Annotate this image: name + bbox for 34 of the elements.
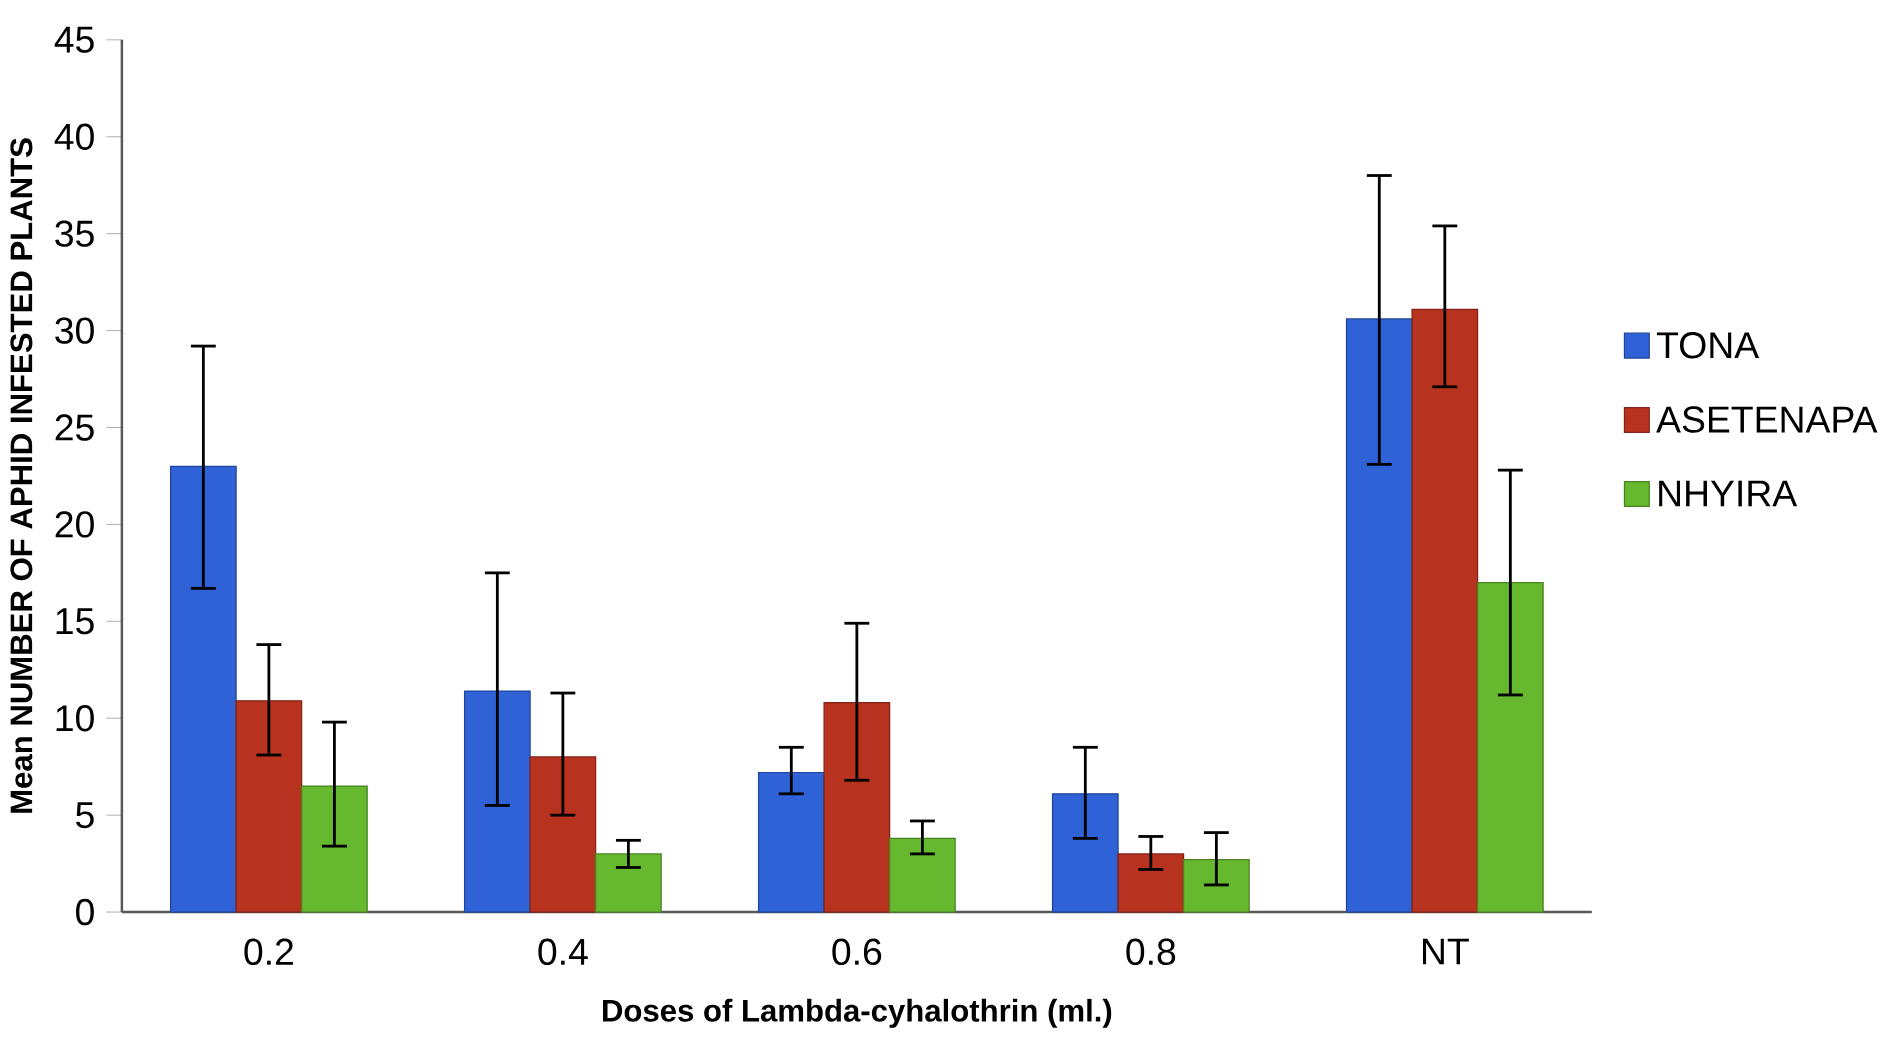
bar xyxy=(595,853,662,913)
x-tick-label: 0.4 xyxy=(538,938,588,965)
bar xyxy=(1182,858,1250,913)
y-tick-label: 25 xyxy=(55,414,94,441)
y-tick-label: 20 xyxy=(55,510,94,538)
y-tick-label: 45 xyxy=(54,26,94,53)
legend-label: NHYIRA xyxy=(1659,480,1798,507)
x-axis-title: Doses of Lambda-cyhalothrin (ml.) xyxy=(603,998,1112,1028)
y-tick-label: 30 xyxy=(55,317,94,344)
x-tick-label: NT xyxy=(1423,938,1469,965)
bar xyxy=(169,465,237,913)
y-tick-label: 35 xyxy=(55,220,94,247)
bar xyxy=(823,701,891,913)
y-tick-label: 0 xyxy=(76,898,94,926)
x-tick-label: 0.6 xyxy=(832,938,882,965)
legend-label: TONA xyxy=(1656,331,1760,359)
bar xyxy=(889,837,956,913)
bar xyxy=(1411,308,1479,913)
y-tick-label: 5 xyxy=(76,801,94,828)
bar xyxy=(1117,853,1185,913)
bar xyxy=(1345,318,1413,913)
y-axis-title: Mean NUMBER OF APHID INFESTED PLANTS xyxy=(10,138,33,813)
bar xyxy=(529,756,597,913)
bar xyxy=(301,785,368,913)
bar xyxy=(1051,792,1119,913)
y-tick-label: 10 xyxy=(56,704,94,732)
bar xyxy=(1476,581,1544,913)
x-tick-label: 0.8 xyxy=(1126,938,1176,965)
y-tick-label: 40 xyxy=(54,123,94,150)
legend-label: ASETENAPA xyxy=(1656,406,1878,433)
bar xyxy=(757,771,825,913)
x-tick-label: 0.2 xyxy=(244,938,293,965)
y-tick-label: 15 xyxy=(56,608,94,635)
bar xyxy=(235,699,303,913)
